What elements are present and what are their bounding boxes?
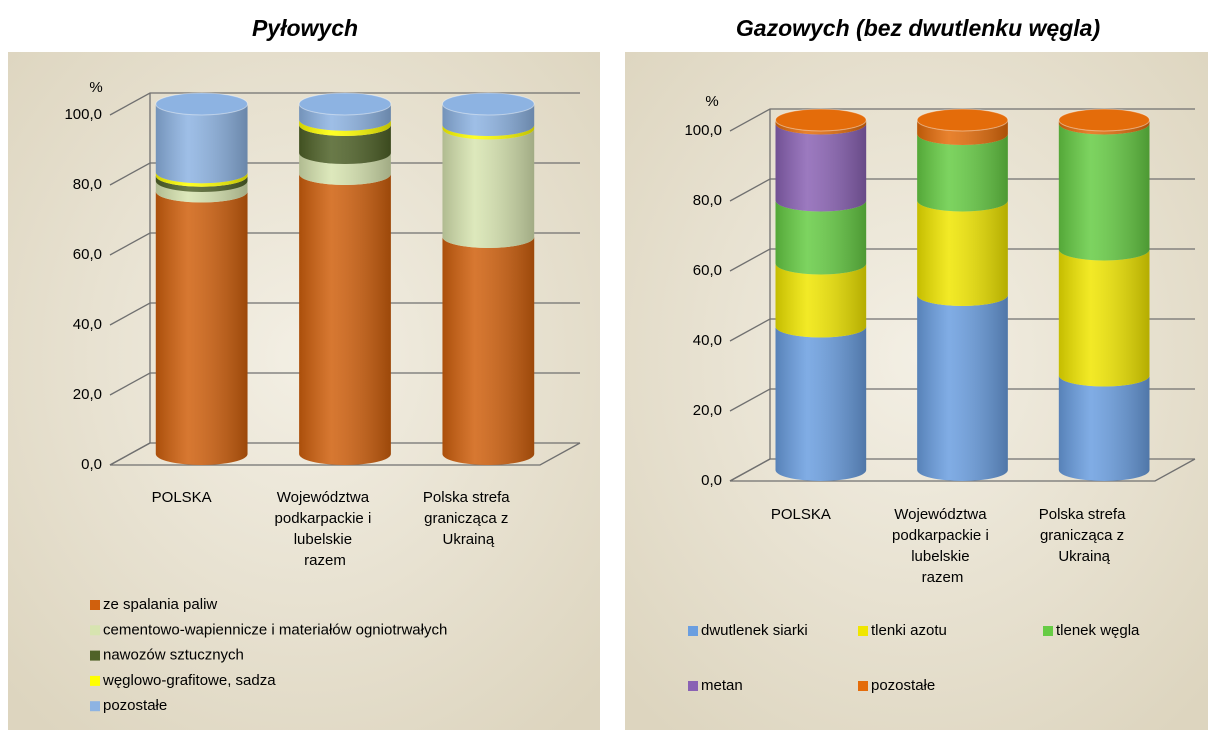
y-axis-label: % — [89, 79, 102, 96]
bar-shade — [299, 174, 391, 465]
bar-shade — [155, 104, 248, 184]
legend-label: ze spalania paliw — [103, 596, 217, 613]
legend-label: pozostałe — [871, 677, 935, 694]
legend-swatch — [90, 600, 100, 610]
bar-shade — [917, 134, 1008, 212]
legend-label: dwutlenek siarki — [701, 622, 808, 639]
bar-shade — [155, 175, 248, 192]
bar-shade — [775, 120, 867, 135]
bar-shade — [155, 181, 248, 203]
bar-top — [155, 92, 249, 116]
x-tick-label: Polska strefa granicząca z Ukrainą — [1039, 506, 1130, 565]
bar-top — [1058, 108, 1150, 132]
y-tick-label: 40,0 — [693, 332, 722, 349]
legend-swatch — [90, 650, 100, 661]
y-tick-label: 60,0 — [73, 246, 102, 263]
legend-swatch — [688, 681, 698, 691]
bar-shade — [442, 128, 535, 249]
bar-shade — [299, 125, 391, 164]
x-tick-label: Województwa podkarpackie i lubelskie raz… — [892, 506, 993, 586]
y-tick-label: 100,0 — [64, 106, 102, 123]
y-tick-label: 20,0 — [693, 402, 722, 419]
bar-top — [916, 108, 1009, 132]
bar-shade — [917, 295, 1008, 481]
legend-label: tlenek węgla — [1056, 622, 1140, 639]
bar-shade — [1058, 249, 1150, 387]
legend-label: tlenki azotu — [871, 622, 947, 639]
bar-shade — [1058, 120, 1150, 135]
bar-shade — [775, 200, 867, 275]
bar-shade — [1058, 375, 1150, 482]
bar-shade — [155, 191, 248, 465]
y-tick-label: 80,0 — [693, 192, 722, 209]
legend-label: węglowo-grafitowe, sadza — [102, 672, 276, 689]
x-tick-label: Województwa podkarpackie i lubelskie raz… — [275, 489, 376, 569]
bar-shade — [155, 172, 248, 187]
legend-label: cementowo-wapiennicze i materiałów ognio… — [103, 621, 447, 638]
bar-top — [775, 108, 867, 132]
legend-swatch — [858, 626, 868, 636]
y-tick-label: 40,0 — [73, 316, 102, 333]
bar-shade — [775, 326, 867, 481]
bar-top — [441, 92, 535, 116]
bar-shade — [1058, 123, 1150, 261]
bar-shade — [442, 104, 535, 136]
chart-title: Pyłowych — [252, 15, 358, 41]
bar-shade — [442, 237, 535, 465]
bar-shade — [299, 119, 391, 136]
bar-shade — [299, 153, 391, 185]
x-tick-label: POLSKA — [771, 506, 831, 523]
bar-top — [298, 92, 392, 116]
y-tick-label: 0,0 — [81, 456, 102, 473]
bar-shade — [775, 263, 867, 338]
y-tick-label: 60,0 — [693, 262, 722, 279]
legend-swatch — [90, 701, 100, 712]
legend-label: pozostałe — [103, 697, 167, 714]
legend-swatch — [90, 625, 100, 636]
y-axis-label: % — [705, 93, 718, 110]
bar-shade — [917, 120, 1008, 145]
legend-swatch — [688, 626, 698, 636]
legend-label: metan — [701, 677, 743, 694]
legend-swatch — [1043, 626, 1053, 636]
legend-swatch — [90, 675, 100, 686]
y-tick-label: 20,0 — [73, 386, 102, 403]
legend-swatch — [858, 681, 868, 691]
bar-shade — [917, 200, 1008, 306]
y-tick-label: 80,0 — [73, 176, 102, 193]
legend-label: nawozów sztucznych — [103, 647, 244, 664]
bar-shade — [442, 125, 535, 140]
y-tick-label: 0,0 — [701, 472, 722, 489]
x-tick-label: Polska strefa granicząca z Ukrainą — [423, 489, 514, 548]
bar-shade — [775, 123, 867, 212]
chart-title: Gazowych (bez dwutlenku węgla) — [736, 15, 1100, 41]
bar-shade — [299, 104, 391, 131]
x-tick-label: POLSKA — [152, 489, 212, 506]
y-tick-label: 100,0 — [684, 122, 722, 139]
